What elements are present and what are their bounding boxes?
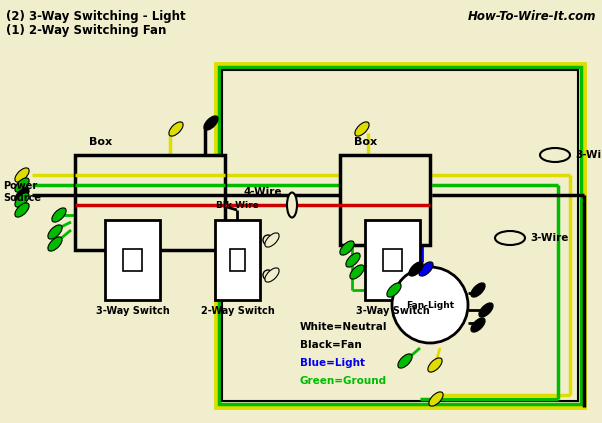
Bar [222,70,578,401]
Ellipse shape [263,270,273,280]
Text: 3-Wire: 3-Wire [575,150,602,160]
Ellipse shape [346,253,360,267]
Ellipse shape [204,116,218,130]
Bar [365,220,420,300]
Ellipse shape [429,392,443,406]
Ellipse shape [471,318,485,332]
Text: How-To-Wire-It.com: How-To-Wire-It.com [468,10,596,23]
Ellipse shape [350,265,364,279]
Ellipse shape [398,354,412,368]
Bar [229,249,246,271]
Ellipse shape [15,168,29,182]
Bar [219,67,581,404]
Ellipse shape [479,303,493,317]
Ellipse shape [540,148,570,162]
Ellipse shape [265,268,279,282]
Text: 2-Way Switch: 2-Way Switch [200,306,275,316]
Circle shape [392,267,468,343]
Bar [123,249,142,271]
Bar [75,155,225,250]
Text: Green=Ground: Green=Ground [300,376,387,386]
Ellipse shape [169,122,183,136]
Bar [340,155,430,245]
Ellipse shape [419,262,433,276]
Text: 3-Way Switch: 3-Way Switch [96,306,169,316]
Ellipse shape [15,188,29,202]
Text: 3-Way Switch: 3-Way Switch [356,306,429,316]
Ellipse shape [409,262,423,276]
Text: White=Neutral: White=Neutral [300,322,388,332]
Text: 3-Wire: 3-Wire [530,233,568,243]
Ellipse shape [287,192,297,217]
Ellipse shape [340,241,354,255]
Text: Box: Box [89,137,112,147]
Ellipse shape [48,237,62,251]
Text: Power
Source: Power Source [3,181,41,203]
Ellipse shape [471,283,485,297]
Ellipse shape [15,178,29,192]
Ellipse shape [265,233,279,247]
Ellipse shape [355,122,369,136]
Ellipse shape [387,283,401,297]
Text: 4-Wire: 4-Wire [244,187,282,197]
Text: Fan-Light: Fan-Light [406,300,454,310]
Bar [105,220,160,300]
Ellipse shape [15,203,29,217]
Ellipse shape [52,208,66,222]
Text: Blue=Light: Blue=Light [300,358,365,368]
Text: Box: Box [354,137,377,147]
Text: Black=Fan: Black=Fan [300,340,362,350]
Bar [216,64,584,407]
Ellipse shape [495,231,525,245]
Text: Blk Wire: Blk Wire [216,201,259,210]
Ellipse shape [428,358,442,372]
Bar [383,249,402,271]
Text: (2) 3-Way Switching - Light: (2) 3-Way Switching - Light [6,10,185,23]
Ellipse shape [15,193,29,207]
Text: (1) 2-Way Switching Fan: (1) 2-Way Switching Fan [6,24,166,37]
Bar [215,220,260,300]
Ellipse shape [48,225,62,239]
Ellipse shape [263,235,273,245]
